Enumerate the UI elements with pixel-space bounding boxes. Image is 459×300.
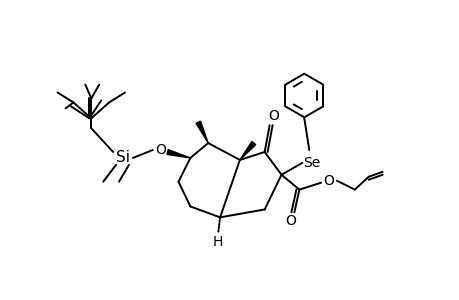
Text: O: O	[155, 143, 166, 157]
Text: Si: Si	[116, 150, 130, 165]
Text: H: H	[213, 235, 223, 249]
Polygon shape	[196, 121, 208, 143]
Polygon shape	[167, 150, 190, 158]
Polygon shape	[240, 142, 255, 160]
Text: O: O	[268, 109, 279, 123]
Text: O: O	[285, 214, 295, 228]
Text: Se: Se	[303, 156, 320, 170]
Text: O: O	[323, 174, 334, 188]
